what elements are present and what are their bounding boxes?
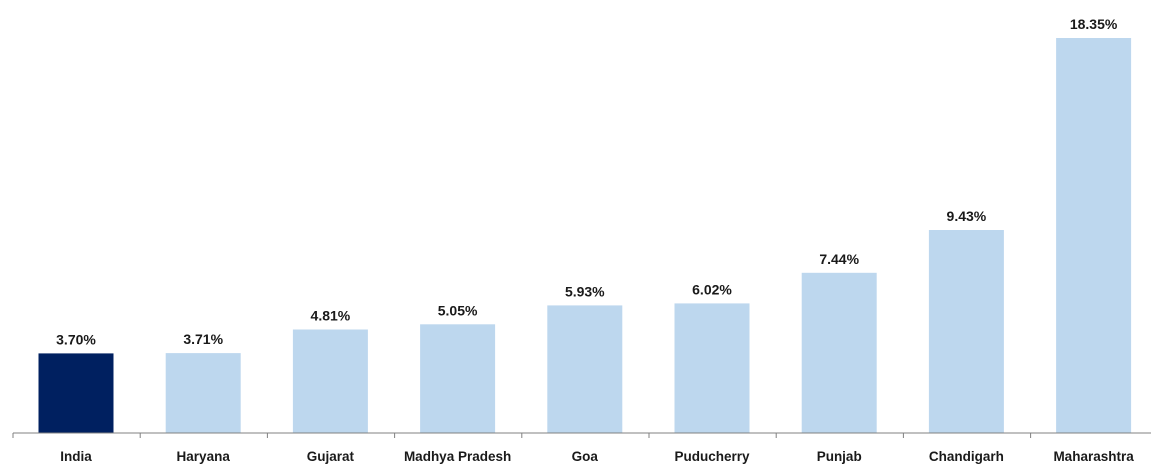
value-label-goa: 5.93% [565,283,605,299]
value-label-puducherry: 6.02% [692,281,732,297]
value-label-maharashtra: 18.35% [1070,16,1118,32]
category-label-goa: Goa [572,449,599,464]
value-label-punjab: 7.44% [819,251,859,267]
category-label-puducherry: Puducherry [674,449,750,464]
category-label-haryana: Haryana [177,449,231,464]
bar-puducherry [674,303,750,433]
value-label-haryana: 3.71% [183,331,223,347]
category-label-punjab: Punjab [817,449,862,464]
bar-chandigarh [928,230,1004,433]
value-label-madhya-pradesh: 5.05% [438,302,478,318]
category-label-gujarat: Gujarat [307,449,355,464]
category-label-india: India [60,449,92,464]
bar-madhya-pradesh [420,324,496,433]
category-label-madhya-pradesh: Madhya Pradesh [404,449,511,464]
bar-haryana [165,353,241,433]
bar-india [38,353,114,433]
value-label-chandigarh: 9.43% [947,208,987,224]
x-axis [12,432,1151,438]
bar-maharashtra [1056,38,1132,433]
value-labels-group: 3.70% 3.71% 4.81% 5.05% 5.93% 6.02% 7.44% 9.43%… [56,16,1118,347]
bar-goa [547,305,623,433]
value-label-india: 3.70% [56,331,96,347]
value-label-gujarat: 4.81% [311,308,351,324]
category-labels-group: India Haryana Gujarat Madhya Pradesh Goa Pudu… [60,449,1134,464]
category-label-maharashtra: Maharashtra [1053,449,1134,464]
category-label-chandigarh: Chandigarh [929,449,1004,464]
bars-group [38,38,1132,433]
bar-punjab [801,272,877,433]
bar-gujarat [292,329,368,433]
